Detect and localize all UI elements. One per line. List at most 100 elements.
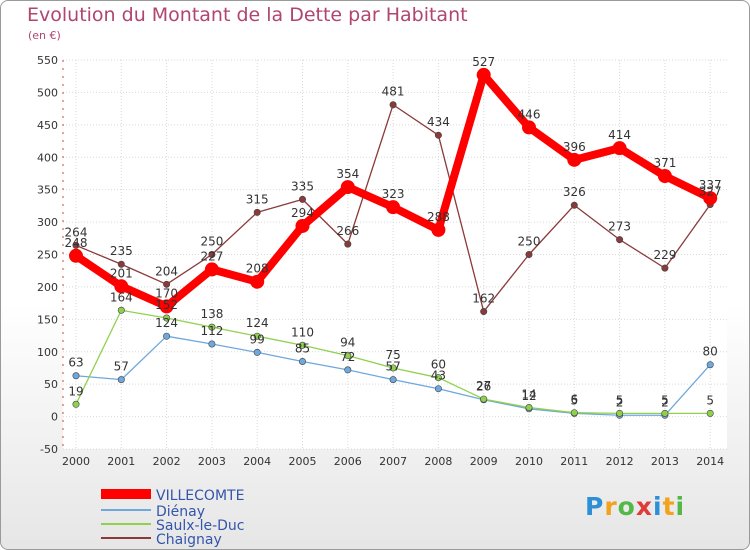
data-point <box>69 248 83 263</box>
legend-label: VILLECOMTE <box>156 488 244 504</box>
data-label: 26 <box>476 380 491 394</box>
data-label: 43 <box>431 369 446 383</box>
x-tick-label: 2001 <box>107 455 135 468</box>
x-tick-label: 2003 <box>198 455 226 468</box>
y-tick-label: 400 <box>37 151 58 164</box>
data-label: 110 <box>291 325 314 339</box>
x-tick-label: 2004 <box>243 455 271 468</box>
data-point <box>163 280 171 288</box>
data-label: 57 <box>385 360 400 374</box>
data-label: 5 <box>706 393 714 407</box>
data-label: 335 <box>291 179 314 193</box>
data-point <box>389 364 397 372</box>
data-point <box>344 366 352 374</box>
data-label: 414 <box>608 128 631 142</box>
data-point <box>72 372 80 380</box>
x-tick-label: 2006 <box>334 455 362 468</box>
data-point <box>298 357 306 365</box>
x-tick-label: 2013 <box>651 455 679 468</box>
data-label: 250 <box>518 235 541 249</box>
x-tick-label: 2011 <box>560 455 588 468</box>
data-point <box>298 195 306 203</box>
y-tick-label: 250 <box>37 249 58 262</box>
y-tick-label: 350 <box>37 184 58 197</box>
data-point <box>616 409 624 417</box>
data-point <box>163 332 171 340</box>
data-point <box>612 141 627 156</box>
data-label: 2 <box>616 395 624 409</box>
data-label: 27 <box>476 379 491 393</box>
data-label: 2 <box>661 395 669 409</box>
data-point <box>570 201 578 209</box>
data-point <box>114 279 129 294</box>
legend-label: Diénay <box>156 504 205 520</box>
data-point <box>525 251 533 259</box>
data-point <box>657 169 672 184</box>
data-label: 80 <box>703 345 718 359</box>
data-point <box>117 260 125 268</box>
data-point <box>434 131 442 139</box>
x-tick-label: 2012 <box>606 455 634 468</box>
data-point <box>253 332 261 340</box>
data-label: 264 <box>65 225 88 239</box>
y-tick-label: 300 <box>37 216 58 229</box>
data-label: 315 <box>246 192 269 206</box>
data-label: 170 <box>155 286 178 300</box>
chart-subtitle: (en €) <box>28 29 61 42</box>
chart-title: Evolution du Montant de la Dette par Hab… <box>27 4 468 26</box>
data-point <box>163 314 171 322</box>
data-label: 273 <box>608 220 631 234</box>
data-point <box>480 308 488 316</box>
data-label: 57 <box>114 360 129 374</box>
data-label: 5 <box>570 393 578 407</box>
data-label: 235 <box>110 244 133 258</box>
proxiti-logo: Proxiti <box>585 492 686 521</box>
data-point <box>208 251 216 259</box>
data-label: 12 <box>521 389 536 403</box>
x-tick-label: 2014 <box>696 455 724 468</box>
data-point <box>344 240 352 248</box>
data-label: 14 <box>521 388 536 402</box>
data-label: 396 <box>563 140 586 154</box>
data-label: 5 <box>616 393 624 407</box>
x-tick-label: 2005 <box>289 455 317 468</box>
data-point <box>298 341 306 349</box>
data-label: 229 <box>653 248 676 262</box>
x-tick-label: 2002 <box>153 455 181 468</box>
legend-label: Chaignay <box>156 532 222 548</box>
data-label: 266 <box>336 224 359 238</box>
y-tick-label: 50 <box>44 378 58 391</box>
data-point <box>431 222 446 237</box>
data-label: 323 <box>382 187 405 201</box>
data-point <box>567 152 582 167</box>
data-point <box>661 409 669 417</box>
data-label: 481 <box>382 85 405 99</box>
data-point <box>389 101 397 109</box>
data-point <box>72 241 80 249</box>
data-label: 124 <box>246 316 269 330</box>
data-label: 208 <box>246 262 269 276</box>
x-tick-label: 2009 <box>470 455 498 468</box>
data-point <box>208 340 216 348</box>
data-point <box>204 262 219 277</box>
y-tick-label: 500 <box>37 86 58 99</box>
data-label: 434 <box>427 115 450 129</box>
data-label: 112 <box>200 324 223 338</box>
data-point <box>344 352 352 360</box>
data-point <box>706 409 714 417</box>
y-tick-label: 100 <box>37 346 58 359</box>
data-point <box>253 208 261 216</box>
data-label: 250 <box>200 235 223 249</box>
data-label: 94 <box>340 336 355 350</box>
data-label: 138 <box>200 307 223 321</box>
data-label: 164 <box>110 290 133 304</box>
data-label: 75 <box>385 348 400 362</box>
data-point <box>386 200 401 215</box>
data-label: 527 <box>472 55 495 69</box>
data-point <box>661 264 669 272</box>
y-tick-label: 0 <box>51 411 58 424</box>
data-point <box>340 180 355 195</box>
data-point <box>117 306 125 314</box>
data-point <box>72 400 80 408</box>
data-label: 124 <box>155 316 178 330</box>
